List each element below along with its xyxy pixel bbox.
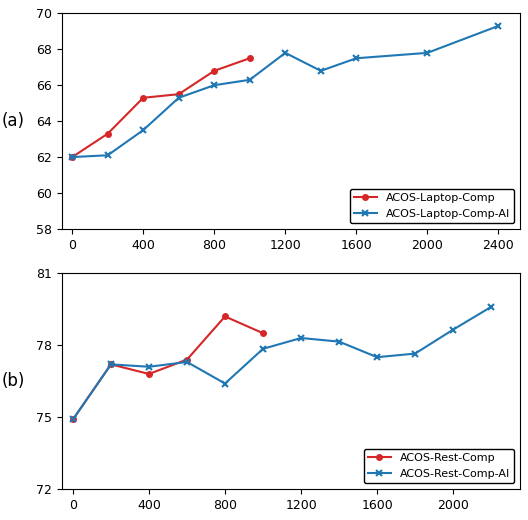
ACOS-Rest-Comp-AI <box>374 354 380 360</box>
ACOS-Rest-Comp-AI <box>412 350 418 357</box>
ACOS-Rest-Comp <box>260 330 266 336</box>
ACOS-Rest-Comp-AI <box>488 304 494 310</box>
Legend: ACOS-Laptop-Comp, ACOS-Laptop-Comp-AI: ACOS-Laptop-Comp, ACOS-Laptop-Comp-AI <box>350 189 514 224</box>
ACOS-Laptop-Comp-AI <box>282 50 288 56</box>
ACOS-Laptop-Comp-AI <box>69 154 76 160</box>
ACOS-Rest-Comp-AI <box>222 381 228 387</box>
ACOS-Rest-Comp-AI <box>260 346 266 352</box>
ACOS-Laptop-Comp-AI <box>140 127 146 133</box>
ACOS-Rest-Comp <box>184 356 190 362</box>
ACOS-Laptop-Comp-AI <box>105 152 111 159</box>
Text: (a): (a) <box>2 112 25 130</box>
ACOS-Laptop-Comp-AI <box>318 68 324 74</box>
ACOS-Rest-Comp-AI <box>298 335 304 341</box>
ACOS-Rest-Comp <box>146 371 152 377</box>
ACOS-Rest-Comp-AI <box>336 339 342 345</box>
Line: ACOS-Rest-Comp: ACOS-Rest-Comp <box>70 314 266 422</box>
ACOS-Laptop-Comp-AI <box>247 76 253 83</box>
ACOS-Laptop-Comp-AI <box>211 82 218 88</box>
ACOS-Rest-Comp <box>222 314 228 320</box>
ACOS-Laptop-Comp <box>69 154 76 160</box>
ACOS-Rest-Comp-AI <box>184 359 190 365</box>
ACOS-Rest-Comp <box>108 361 114 368</box>
ACOS-Laptop-Comp <box>140 95 146 101</box>
ACOS-Rest-Comp-AI <box>450 327 456 333</box>
ACOS-Laptop-Comp-AI <box>424 50 430 56</box>
ACOS-Laptop-Comp <box>105 131 111 137</box>
Legend: ACOS-Rest-Comp, ACOS-Rest-Comp-AI: ACOS-Rest-Comp, ACOS-Rest-Comp-AI <box>364 449 514 484</box>
Line: ACOS-Rest-Comp-AI: ACOS-Rest-Comp-AI <box>70 303 495 423</box>
ACOS-Laptop-Comp <box>247 55 253 61</box>
ACOS-Rest-Comp-AI <box>146 363 152 370</box>
ACOS-Laptop-Comp-AI <box>175 95 182 101</box>
ACOS-Laptop-Comp <box>211 68 218 74</box>
ACOS-Rest-Comp-AI <box>70 417 76 423</box>
ACOS-Laptop-Comp-AI <box>353 55 360 61</box>
ACOS-Laptop-Comp-AI <box>495 23 502 29</box>
ACOS-Laptop-Comp <box>175 91 182 97</box>
Line: ACOS-Laptop-Comp: ACOS-Laptop-Comp <box>69 56 252 160</box>
ACOS-Rest-Comp <box>70 417 76 423</box>
Line: ACOS-Laptop-Comp-AI: ACOS-Laptop-Comp-AI <box>69 22 502 161</box>
ACOS-Rest-Comp-AI <box>108 361 114 368</box>
Text: (b): (b) <box>2 372 25 390</box>
